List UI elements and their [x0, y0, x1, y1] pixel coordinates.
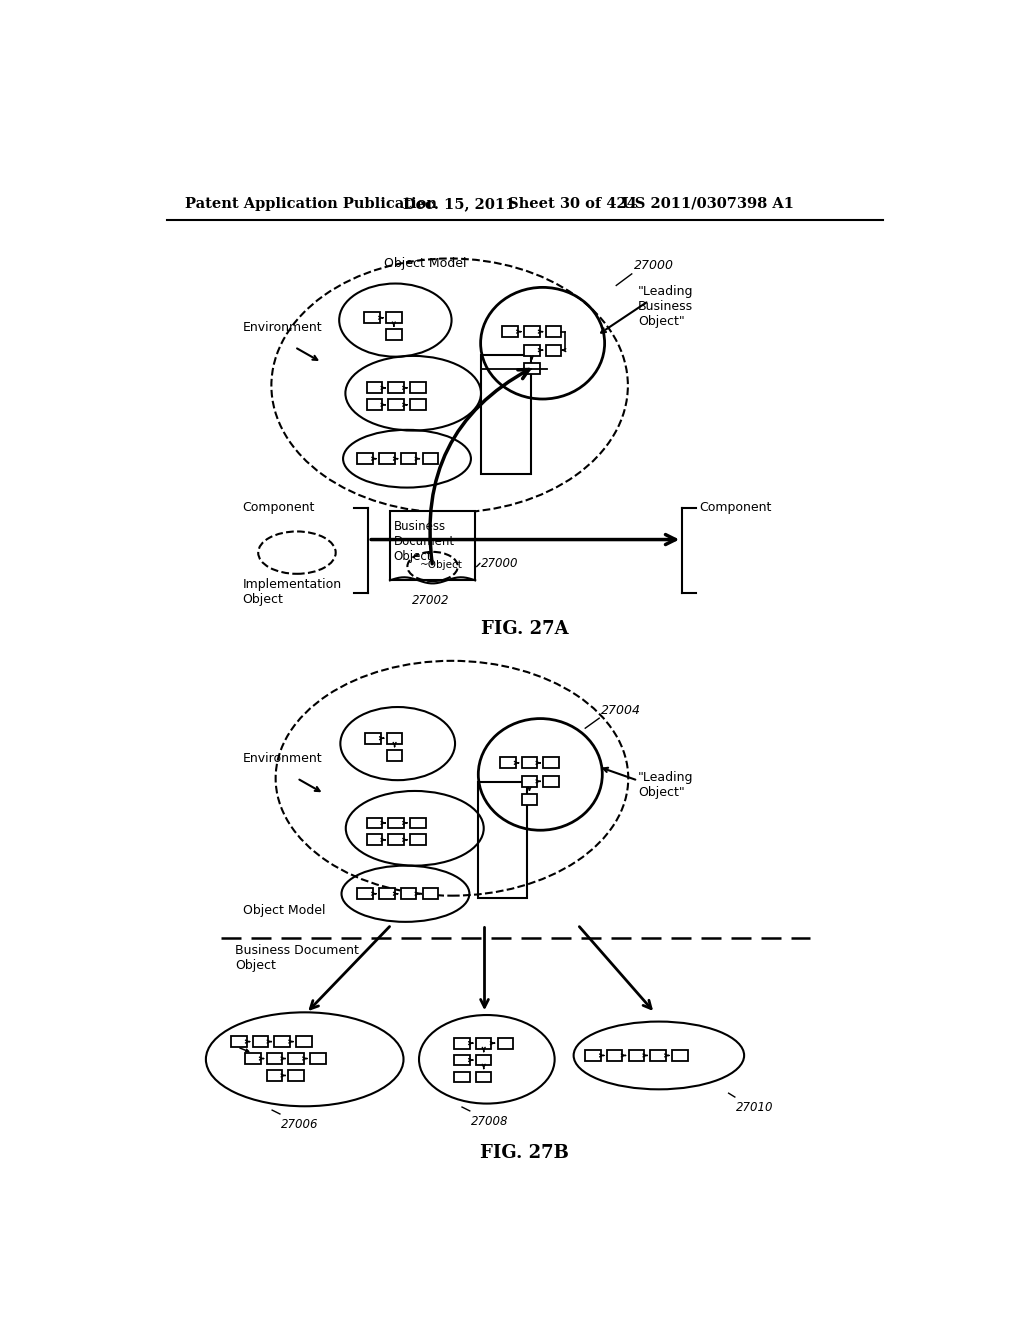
Text: FIG. 27B: FIG. 27B	[480, 1144, 569, 1162]
Bar	[379, 453, 394, 465]
Bar	[503, 326, 518, 337]
Text: US 2011/0307398 A1: US 2011/0307398 A1	[623, 197, 795, 211]
Bar	[245, 1053, 260, 1064]
Bar	[476, 1038, 492, 1048]
Bar	[476, 1072, 492, 1082]
Text: Object Model: Object Model	[243, 904, 326, 917]
Bar	[231, 1036, 247, 1047]
Bar	[544, 758, 559, 768]
Bar	[455, 1072, 470, 1082]
Bar	[423, 888, 438, 899]
Text: Dec. 15, 2011: Dec. 15, 2011	[403, 197, 515, 211]
Bar	[455, 1055, 470, 1065]
Bar	[423, 453, 438, 465]
Text: FIG. 27A: FIG. 27A	[481, 620, 568, 639]
Text: Environment: Environment	[243, 321, 323, 334]
Bar	[310, 1053, 326, 1064]
Bar	[357, 453, 373, 465]
Text: 27010: 27010	[736, 1101, 774, 1114]
Text: 27006: 27006	[282, 1118, 318, 1131]
Bar	[455, 1038, 470, 1048]
Bar	[367, 817, 382, 829]
Bar	[524, 363, 540, 374]
Text: Patent Application Publication: Patent Application Publication	[184, 197, 436, 211]
Bar	[387, 733, 402, 743]
Bar	[253, 1036, 268, 1047]
Bar	[546, 326, 561, 337]
Bar	[607, 1051, 623, 1061]
Bar	[524, 345, 540, 355]
Text: Component: Component	[699, 502, 771, 515]
Bar	[544, 776, 559, 787]
Text: Object Model: Object Model	[384, 257, 466, 271]
Bar	[274, 1036, 290, 1047]
Bar	[500, 758, 515, 768]
Bar	[521, 776, 538, 787]
Bar	[289, 1071, 304, 1081]
Bar	[521, 795, 538, 805]
Bar	[480, 355, 531, 474]
Bar	[400, 453, 417, 465]
Text: Environment: Environment	[243, 752, 323, 766]
Text: 27002: 27002	[412, 594, 450, 607]
Text: Business Document
Object: Business Document Object	[234, 944, 358, 972]
Bar	[388, 400, 403, 411]
Text: Business
Document
Object: Business Document Object	[394, 520, 455, 564]
Bar	[498, 1038, 513, 1048]
Text: 27000: 27000	[481, 557, 519, 570]
Bar	[476, 1055, 492, 1065]
Bar	[266, 1053, 283, 1064]
Text: Component: Component	[243, 502, 315, 515]
Bar	[266, 1071, 283, 1081]
Bar	[367, 834, 382, 845]
Bar	[357, 888, 373, 899]
Text: "Leading
Object": "Leading Object"	[638, 771, 693, 799]
Bar	[367, 400, 382, 411]
Bar	[367, 383, 382, 393]
Text: 27000: 27000	[634, 259, 674, 272]
Bar	[478, 781, 527, 898]
Bar	[386, 313, 401, 323]
Bar	[410, 383, 426, 393]
Bar	[289, 1053, 304, 1064]
Bar	[521, 758, 538, 768]
Bar	[672, 1051, 687, 1061]
Bar	[410, 817, 426, 829]
Bar	[410, 400, 426, 411]
Bar	[410, 834, 426, 845]
Text: ~Object: ~Object	[420, 560, 462, 570]
Bar	[296, 1036, 311, 1047]
Bar	[524, 326, 540, 337]
Bar	[388, 383, 403, 393]
Bar	[379, 888, 394, 899]
Bar	[586, 1051, 601, 1061]
Bar	[650, 1051, 666, 1061]
Bar	[546, 345, 561, 355]
Text: 27008: 27008	[471, 1114, 509, 1127]
Bar	[366, 733, 381, 743]
Bar	[388, 834, 403, 845]
Bar	[365, 313, 380, 323]
Bar	[629, 1051, 644, 1061]
Text: Sheet 30 of 424: Sheet 30 of 424	[508, 197, 637, 211]
Bar	[400, 888, 417, 899]
Bar	[390, 511, 475, 581]
Text: 27004: 27004	[601, 704, 641, 717]
Text: "Leading
Business
Object": "Leading Business Object"	[638, 285, 693, 329]
Bar	[386, 330, 401, 341]
Text: Implementation
Object: Implementation Object	[243, 578, 342, 606]
Bar	[387, 750, 402, 760]
Bar	[388, 817, 403, 829]
